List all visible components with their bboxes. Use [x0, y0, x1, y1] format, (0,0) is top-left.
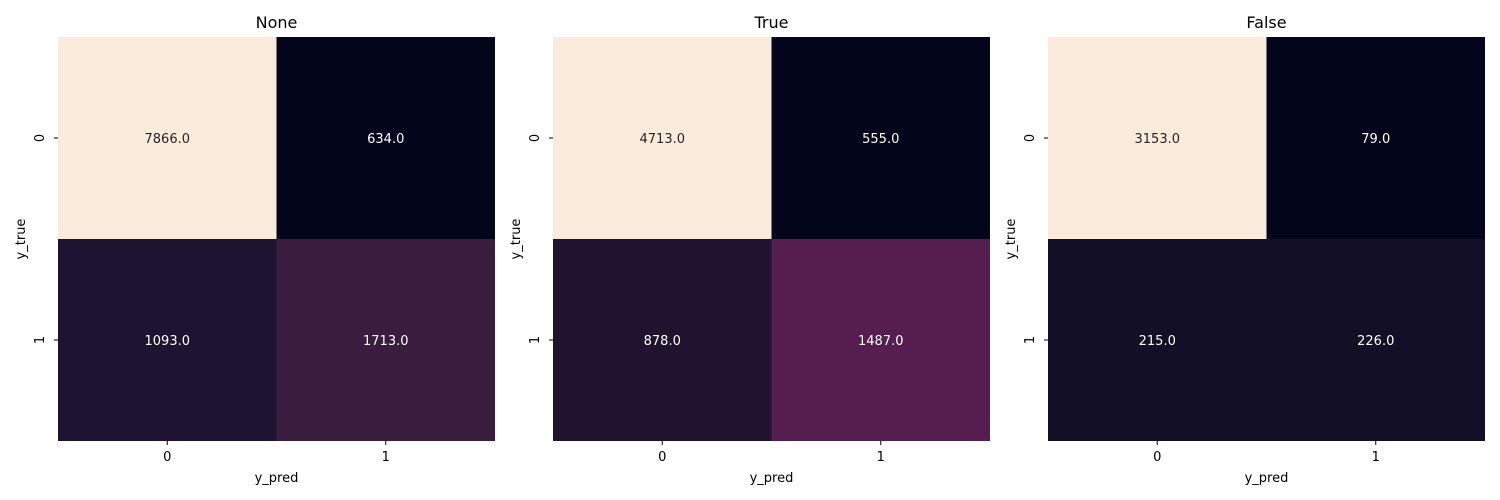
x-tick-label: 1 [877, 450, 885, 465]
heatmap-cell [553, 37, 772, 239]
cell-value-label: 3153.0 [1135, 132, 1181, 147]
heatmap-cell [1266, 37, 1485, 239]
heatmap-cell [58, 37, 277, 239]
panel-title: False [1246, 13, 1286, 32]
x-tick-label: 0 [658, 450, 666, 465]
heatmap-cell [276, 239, 495, 441]
cell-value-label: 7866.0 [145, 132, 191, 147]
y-tick-label: 1 [528, 336, 543, 344]
x-axis-label: y_pred [255, 471, 299, 486]
cell-value-label: 79.0 [1361, 132, 1390, 147]
heatmap-cell [1048, 239, 1267, 441]
x-tick-label: 1 [382, 450, 390, 465]
heatmap-cell [58, 239, 277, 441]
y-tick-label: 1 [1023, 336, 1038, 344]
heatmap-cell [771, 239, 990, 441]
cell-value-label: 878.0 [644, 334, 681, 349]
cell-value-label: 1487.0 [858, 334, 904, 349]
y-axis-label: y_true [1004, 219, 1019, 260]
y-tick-label: 0 [33, 134, 48, 142]
heatmap-cell [771, 37, 990, 239]
x-axis-label: y_pred [1245, 471, 1289, 486]
cell-value-label: 1713.0 [363, 334, 409, 349]
y-tick-label: 1 [33, 336, 48, 344]
x-tick-label: 0 [163, 450, 171, 465]
heatmap-cell [553, 239, 772, 441]
y-axis-label: y_true [509, 219, 524, 260]
heatmap-cell [1048, 37, 1267, 239]
cell-value-label: 4713.0 [640, 132, 686, 147]
y-axis-label: y_true [14, 219, 29, 260]
x-tick-label: 1 [1372, 450, 1380, 465]
cell-value-label: 555.0 [862, 132, 899, 147]
cell-value-label: 634.0 [367, 132, 404, 147]
panel-title: True [754, 13, 789, 32]
heatmap-cell [276, 37, 495, 239]
y-tick-label: 0 [528, 134, 543, 142]
panel-title: None [256, 13, 298, 32]
y-tick-label: 0 [1023, 134, 1038, 142]
cell-value-label: 226.0 [1357, 334, 1394, 349]
x-tick-label: 0 [1153, 450, 1161, 465]
cell-value-label: 215.0 [1139, 334, 1176, 349]
x-axis-label: y_pred [750, 471, 794, 486]
heatmap-cell [1266, 239, 1485, 441]
cell-value-label: 1093.0 [145, 334, 191, 349]
